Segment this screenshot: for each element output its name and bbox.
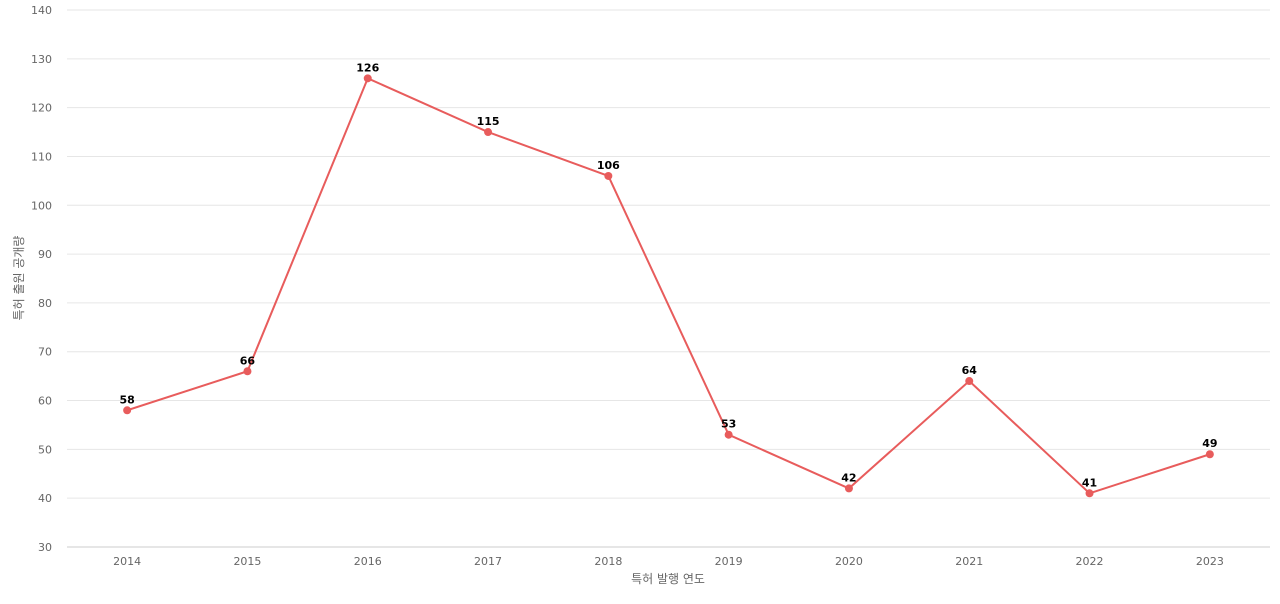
data-point[interactable] xyxy=(123,406,132,415)
y-tick-label: 140 xyxy=(31,4,52,17)
data-point[interactable] xyxy=(484,128,493,137)
data-point[interactable] xyxy=(243,367,252,376)
y-axis-title: 특허 출원 공개량 xyxy=(12,236,26,321)
label-layer: 58 66 126 115 106 53 42 64 41 49 xyxy=(119,61,1217,489)
grid-layer xyxy=(67,9,1270,499)
x-tick-label: 2020 xyxy=(835,555,863,568)
data-point[interactable] xyxy=(965,377,974,386)
x-tick-label: 2015 xyxy=(233,555,261,568)
x-tick-label: 2022 xyxy=(1076,555,1104,568)
y-tick-label: 50 xyxy=(38,443,52,456)
y-tick-label: 70 xyxy=(38,346,52,359)
data-label: 126 xyxy=(356,61,379,74)
data-point[interactable] xyxy=(1085,489,1094,498)
y-tick-label: 80 xyxy=(38,297,52,310)
data-label: 64 xyxy=(962,364,978,377)
x-axis-title: 특허 발행 연도 xyxy=(631,571,705,586)
x-tick-label: 2014 xyxy=(113,555,141,568)
data-label: 41 xyxy=(1082,476,1097,489)
data-point[interactable] xyxy=(1205,450,1214,459)
y-tick-label: 30 xyxy=(38,541,52,554)
y-tick-label: 120 xyxy=(31,102,52,115)
x-tick-label: 2017 xyxy=(474,555,502,568)
y-tick-label: 40 xyxy=(38,492,52,505)
y-tick-label: 60 xyxy=(38,395,52,408)
x-tick-label: 2016 xyxy=(354,555,382,568)
y-tick-label: 110 xyxy=(31,150,52,163)
data-label: 49 xyxy=(1202,437,1217,450)
data-label: 53 xyxy=(721,418,736,431)
series-layer xyxy=(123,74,1214,498)
y-tick-label: 100 xyxy=(31,199,52,212)
data-point[interactable] xyxy=(844,484,853,493)
x-tick-label: 2019 xyxy=(715,555,743,568)
data-point[interactable] xyxy=(724,430,733,439)
y-tick-label: 90 xyxy=(38,248,52,261)
series-line xyxy=(126,77,1211,495)
data-label: 115 xyxy=(477,115,500,128)
data-label: 42 xyxy=(841,471,856,484)
data-point[interactable] xyxy=(604,171,613,180)
x-tick-label: 2023 xyxy=(1196,555,1224,568)
data-point[interactable] xyxy=(363,74,372,83)
x-tick-label: 2021 xyxy=(955,555,983,568)
data-label: 66 xyxy=(240,354,256,367)
axis-layer: 30 40 50 60 70 80 90 100 110 120 130 140 2014 2015 201… xyxy=(31,4,1270,568)
data-label: 58 xyxy=(119,393,134,406)
data-label: 106 xyxy=(597,159,620,172)
x-tick-label: 2018 xyxy=(594,555,622,568)
y-tick-label: 130 xyxy=(31,53,52,66)
